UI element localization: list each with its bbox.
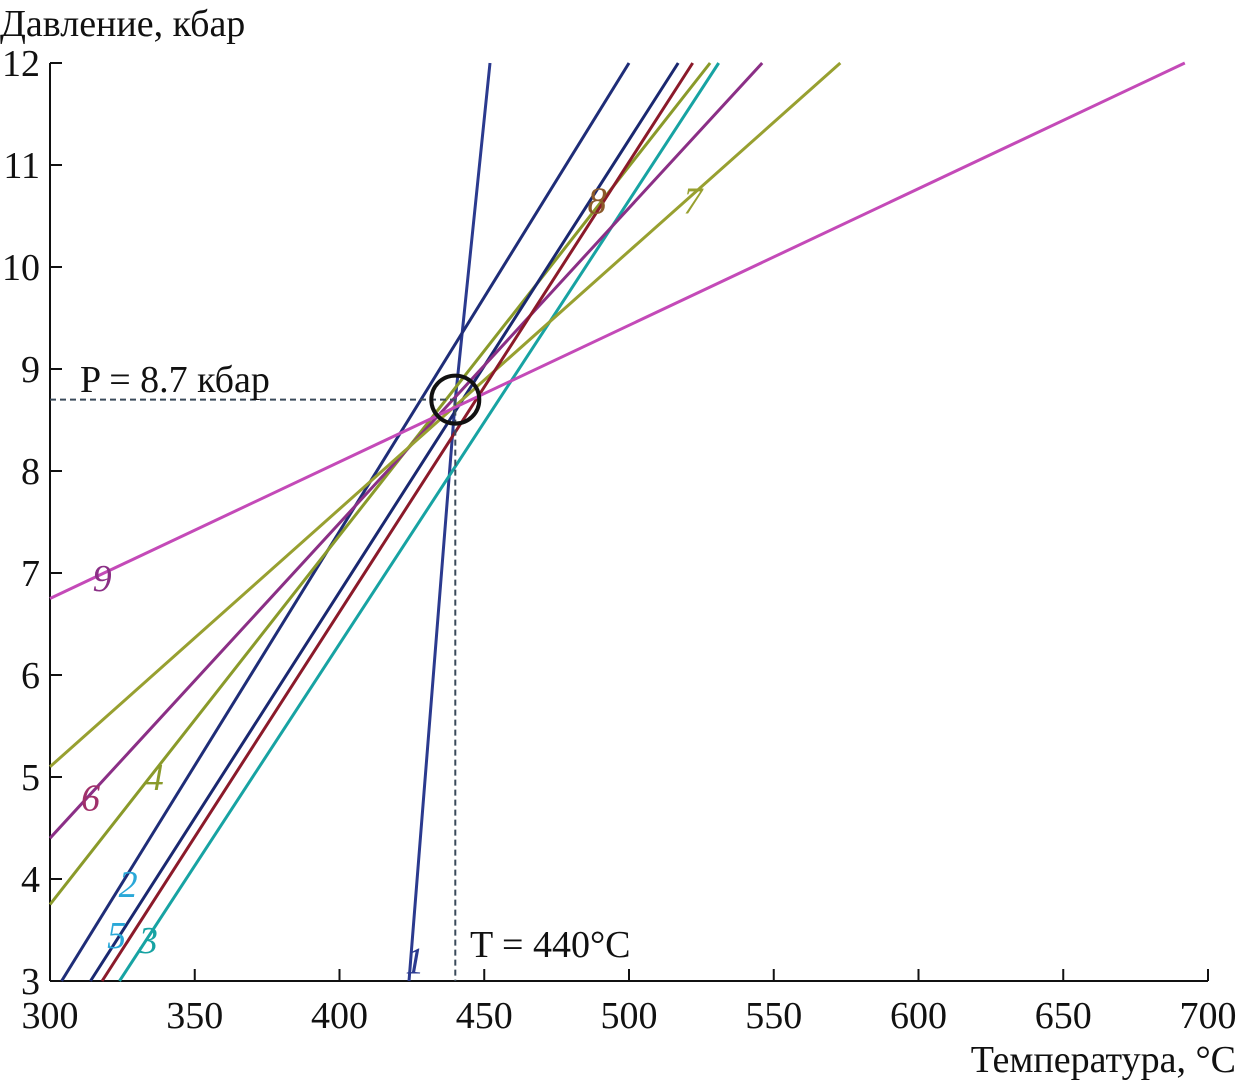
- series-line-7: [49, 61, 842, 768]
- y-tick-label: 10: [2, 247, 40, 289]
- x-tick-label: 600: [890, 995, 947, 1037]
- x-tick-label: 650: [1035, 995, 1092, 1037]
- series-label-9: 9: [93, 558, 112, 600]
- pressure-annotation: P = 8.7 кбар: [80, 359, 270, 401]
- series-line-8: [100, 62, 694, 982]
- y-tick-label: 7: [21, 553, 40, 595]
- y-tick-label: 9: [21, 349, 40, 391]
- y-tick-label: 3: [21, 961, 40, 1003]
- y-tick-label: 11: [3, 145, 40, 187]
- series-label-2: 2: [119, 864, 138, 906]
- y-tick-label: 8: [21, 451, 40, 493]
- y-tick-label: 5: [21, 757, 40, 799]
- y-tick-label: 12: [2, 43, 40, 85]
- series-line-1: [407, 62, 492, 982]
- series-label-4: 4: [145, 757, 164, 799]
- x-tick-label: 300: [22, 995, 79, 1037]
- series-label-3: 3: [138, 920, 158, 962]
- x-tick-label: 700: [1180, 995, 1237, 1037]
- series-label-5: 5: [107, 915, 126, 957]
- y-tick-label: 4: [21, 859, 40, 901]
- series-line-3: [118, 62, 720, 982]
- temperature-annotation: T = 440°C: [470, 924, 631, 966]
- series-line-9: [49, 61, 1186, 600]
- guide-lines: [50, 373, 482, 981]
- series-label-6: 6: [81, 777, 100, 819]
- intersection-circle: [429, 373, 482, 426]
- series-line-5: [89, 62, 680, 982]
- x-tick-label: 450: [456, 995, 513, 1037]
- series-line-2: [60, 62, 631, 982]
- y-tick-label: 6: [21, 655, 40, 697]
- y-axis-title: Давление, кбар: [0, 3, 245, 45]
- series-label-8: 8: [588, 181, 607, 223]
- x-tick-label: 350: [166, 995, 223, 1037]
- x-tick-label: 500: [601, 995, 658, 1037]
- series-line-4: [48, 62, 712, 906]
- series-lines: [48, 61, 1186, 982]
- series-label-7: 7: [683, 181, 704, 223]
- x-tick-label: 400: [311, 995, 368, 1037]
- x-axis-title: Температура, °C: [971, 1039, 1236, 1081]
- x-tick-label: 550: [745, 995, 802, 1037]
- series-label-1: 1: [405, 941, 424, 983]
